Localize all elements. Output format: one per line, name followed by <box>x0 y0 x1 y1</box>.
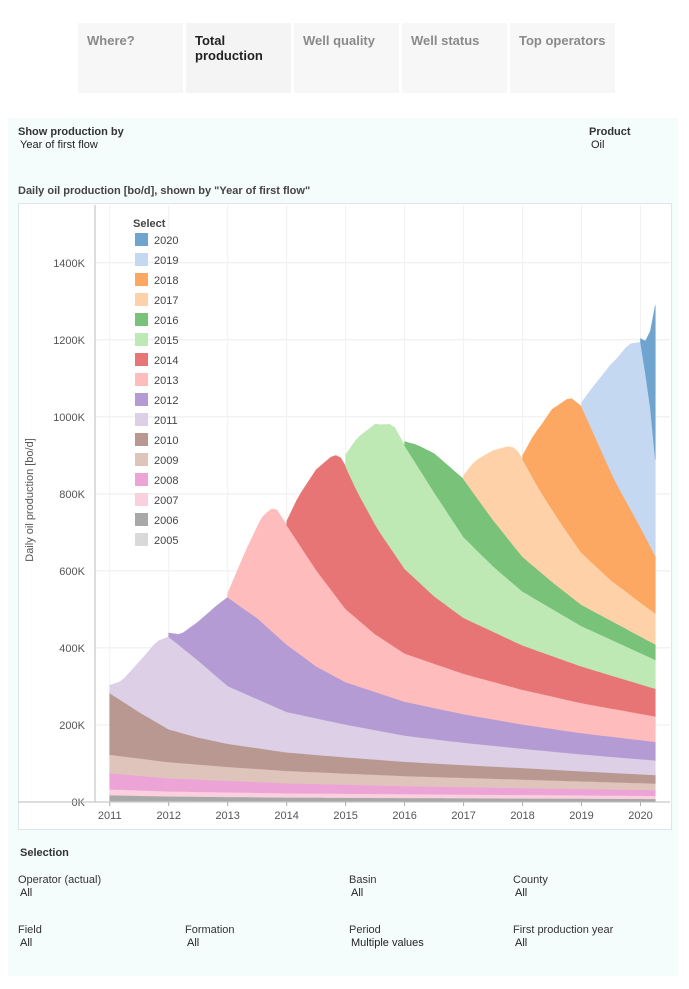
legend-swatch-2005[interactable] <box>135 533 148 546</box>
y-tick-label: 1400K <box>53 258 85 270</box>
area-series-2020[interactable] <box>640 305 656 460</box>
legend-label-2016[interactable]: 2016 <box>154 315 178 327</box>
area-series-2019[interactable] <box>581 342 656 556</box>
x-tick-label: 2014 <box>274 810 298 822</box>
product-select[interactable]: Oil <box>591 139 605 151</box>
legend-swatch-2014[interactable] <box>135 353 148 366</box>
y-tick-label: 400K <box>59 643 85 655</box>
y-tick-label: 600K <box>59 566 85 578</box>
filter-county-label: County <box>513 874 548 886</box>
legend-title: Select <box>133 218 166 230</box>
legend-label-2013[interactable]: 2013 <box>154 375 178 387</box>
filter-basin-label: Basin <box>349 874 377 886</box>
legend-swatch-2012[interactable] <box>135 393 148 406</box>
legend-swatch-2013[interactable] <box>135 373 148 386</box>
filter-county-select[interactable]: All <box>515 887 528 899</box>
legend-label-2009[interactable]: 2009 <box>154 455 178 467</box>
chart-axes: 0K 200K 400K 600K 800K 1000K 1200K 1400K 2011 201… <box>18 205 670 822</box>
y-axis-label: Daily oil production [bo/d] <box>24 438 36 562</box>
tab-top-operators[interactable]: Top operators <box>510 23 615 93</box>
x-tick-label: 2013 <box>215 810 239 822</box>
show-by-select[interactable]: Year of first flow <box>20 139 98 151</box>
legend-label-2015[interactable]: 2015 <box>154 335 178 347</box>
legend-label-2017[interactable]: 2017 <box>154 295 178 307</box>
dashboard-tabs: Where? Total production Well quality Wel… <box>78 23 618 93</box>
x-tick-label: 2015 <box>333 810 357 822</box>
x-tick-label: 2016 <box>392 810 416 822</box>
filter-first-year-label: First production year <box>513 924 614 936</box>
legend-swatch-2011[interactable] <box>135 413 148 426</box>
legend-swatch-2018[interactable] <box>135 273 148 286</box>
y-tick-label: 1200K <box>53 335 85 347</box>
show-by-label: Show production by <box>18 126 124 138</box>
legend-swatch-2006[interactable] <box>135 513 148 526</box>
legend-swatch-2009[interactable] <box>135 453 148 466</box>
legend-swatch-2016[interactable] <box>135 313 148 326</box>
legend-label-2014[interactable]: 2014 <box>154 355 178 367</box>
x-tick-label: 2020 <box>628 810 652 822</box>
legend-label-2008[interactable]: 2008 <box>154 475 178 487</box>
tab-well-quality[interactable]: Well quality <box>294 23 399 93</box>
filter-first-year-select[interactable]: All <box>515 937 528 949</box>
filter-formation-select[interactable]: All <box>187 937 200 949</box>
filter-field-select[interactable]: All <box>20 937 33 949</box>
tab-total-production[interactable]: Total production <box>186 23 291 93</box>
chart-legend: Select 2020 2019 2018 2017 2016 2015 2014 2013 20… <box>133 218 178 547</box>
legend-label-2006[interactable]: 2006 <box>154 515 178 527</box>
legend-swatch-2020[interactable] <box>135 233 148 246</box>
x-tick-label: 2018 <box>510 810 534 822</box>
product-label: Product <box>589 126 631 138</box>
area-series-2018[interactable] <box>522 398 656 615</box>
legend-swatch-2019[interactable] <box>135 253 148 266</box>
x-tick-label: 2012 <box>156 810 180 822</box>
chart-title: Daily oil production [bo/d], shown by "Y… <box>18 185 311 197</box>
legend-label-2019[interactable]: 2019 <box>154 255 178 267</box>
legend-label-2012[interactable]: 2012 <box>154 395 178 407</box>
legend-label-2018[interactable]: 2018 <box>154 275 178 287</box>
filter-field-label: Field <box>18 924 42 936</box>
x-tick-label: 2019 <box>569 810 593 822</box>
filter-period-label: Period <box>349 924 381 936</box>
legend-swatch-2008[interactable] <box>135 473 148 486</box>
legend-label-2020[interactable]: 2020 <box>154 235 178 247</box>
filter-operator-select[interactable]: All <box>20 887 33 899</box>
x-tick-label: 2017 <box>451 810 475 822</box>
filter-operator-label: Operator (actual) <box>18 874 102 886</box>
legend-swatch-2010[interactable] <box>135 433 148 446</box>
legend-label-2005[interactable]: 2005 <box>154 535 178 547</box>
legend-swatch-2017[interactable] <box>135 293 148 306</box>
filter-basin-select[interactable]: All <box>351 887 364 899</box>
legend-label-2007[interactable]: 2007 <box>154 495 178 507</box>
selection-heading: Selection <box>20 847 69 859</box>
filter-formation-label: Formation <box>185 924 235 936</box>
y-tick-label: 800K <box>59 489 85 501</box>
legend-swatch-2015[interactable] <box>135 333 148 346</box>
legend-swatch-2007[interactable] <box>135 493 148 506</box>
y-tick-label: 0K <box>72 797 86 809</box>
chart-areas <box>109 305 656 803</box>
y-tick-label: 1000K <box>53 412 85 424</box>
y-tick-label: 200K <box>59 720 85 732</box>
tab-well-status[interactable]: Well status <box>402 23 507 93</box>
legend-label-2010[interactable]: 2010 <box>154 435 178 447</box>
tab-where[interactable]: Where? <box>78 23 183 93</box>
filter-period-select[interactable]: Multiple values <box>351 937 424 949</box>
x-tick-label: 2011 <box>98 810 122 822</box>
legend-label-2011[interactable]: 2011 <box>154 415 178 427</box>
